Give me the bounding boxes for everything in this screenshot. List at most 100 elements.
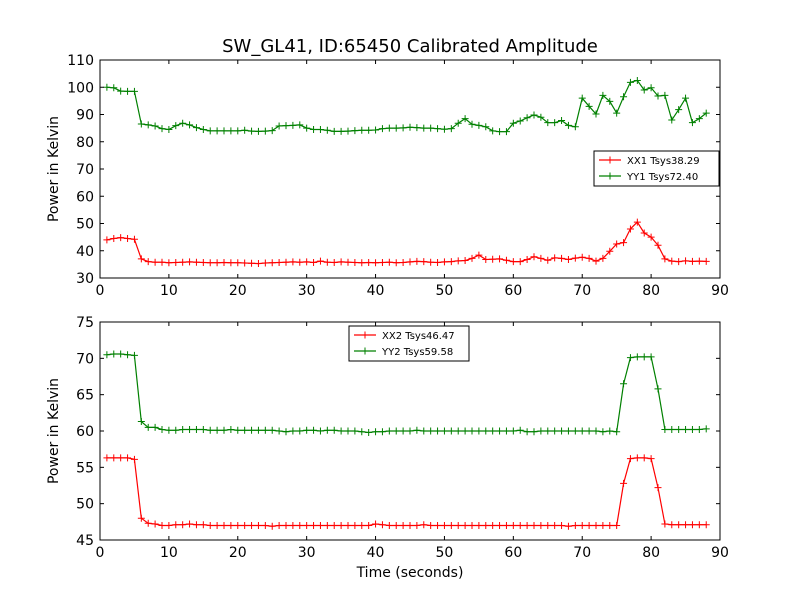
- data-point: [434, 521, 442, 529]
- data-point: [365, 521, 373, 529]
- data-point: [310, 426, 318, 434]
- data-point: [330, 426, 338, 434]
- data-point: [516, 117, 524, 125]
- data-point: [124, 234, 132, 242]
- data-point: [434, 258, 442, 266]
- data-point: [103, 351, 111, 359]
- data-point: [599, 428, 607, 436]
- data-point: [475, 121, 483, 129]
- data-point: [544, 119, 552, 127]
- data-point: [303, 521, 311, 529]
- data-point: [385, 124, 393, 132]
- data-point: [289, 121, 297, 129]
- data-point: [337, 258, 345, 266]
- data-point: [461, 427, 469, 435]
- data-point: [151, 258, 159, 266]
- data-point: [158, 125, 166, 133]
- data-point: [158, 258, 166, 266]
- data-point: [599, 91, 607, 99]
- data-point: [241, 521, 249, 529]
- data-point: [275, 122, 283, 130]
- data-point: [461, 115, 469, 123]
- data-point: [461, 257, 469, 265]
- data-point: [344, 258, 352, 266]
- data-point: [406, 427, 414, 435]
- data-point: [103, 236, 111, 244]
- data-point: [186, 258, 194, 266]
- data-point: [640, 229, 648, 237]
- data-point: [165, 521, 173, 529]
- data-point: [385, 521, 393, 529]
- x-tick-label: 80: [642, 545, 660, 561]
- data-point: [117, 350, 125, 358]
- data-point: [330, 258, 338, 266]
- data-point: [296, 521, 304, 529]
- data-point: [199, 426, 207, 434]
- y-tick-label: 110: [67, 53, 94, 69]
- data-point: [702, 257, 710, 265]
- data-point: [365, 126, 373, 134]
- y-tick-label: 70: [76, 351, 94, 367]
- data-point: [130, 351, 138, 359]
- data-point: [551, 119, 559, 127]
- data-point: [241, 426, 249, 434]
- data-point: [330, 127, 338, 135]
- data-point: [323, 521, 331, 529]
- y-tick-label: 70: [76, 162, 94, 178]
- data-point: [544, 521, 552, 529]
- data-point: [372, 259, 380, 267]
- data-point: [303, 124, 311, 132]
- data-point: [571, 123, 579, 131]
- data-point: [323, 126, 331, 134]
- y-tick-label: 60: [76, 189, 94, 205]
- data-point: [206, 127, 214, 135]
- y-tick-label: 50: [76, 497, 94, 513]
- data-point: [254, 426, 262, 434]
- legend-marker: [606, 156, 614, 164]
- data-point: [434, 125, 442, 133]
- data-point: [227, 521, 235, 529]
- data-point: [137, 255, 145, 263]
- data-point: [378, 428, 386, 436]
- data-point: [496, 255, 504, 263]
- data-point: [647, 353, 655, 361]
- bottom-plot: 0 10 20 30 40 50 60 70 80 90 45 50 55 60 65 70 75 Power i…: [46, 315, 729, 581]
- legend-label: XX2 Tsys46.47: [382, 331, 455, 342]
- data-point: [440, 427, 448, 435]
- data-point: [440, 258, 448, 266]
- data-point: [675, 106, 683, 114]
- x-tick-label: 30: [298, 545, 316, 561]
- data-point: [523, 521, 531, 529]
- data-point: [427, 521, 435, 529]
- data-point: [117, 87, 125, 95]
- data-point: [268, 522, 276, 530]
- data-point: [192, 124, 200, 132]
- data-point: [682, 521, 690, 529]
- x-tick-label: 40: [367, 545, 385, 561]
- data-point: [427, 258, 435, 266]
- data-point: [551, 521, 559, 529]
- data-point: [558, 521, 566, 529]
- data-point: [392, 124, 400, 132]
- data-point: [447, 521, 455, 529]
- data-point: [482, 255, 490, 263]
- legend-label: YY2 Tsys59.58: [381, 347, 453, 358]
- data-point: [654, 385, 662, 393]
- data-point: [144, 519, 152, 527]
- data-point: [475, 521, 483, 529]
- x-tick-label: 50: [436, 283, 454, 299]
- x-tick-label: 80: [642, 283, 660, 299]
- data-point: [199, 258, 207, 266]
- data-point: [144, 121, 152, 129]
- data-point: [186, 121, 194, 129]
- data-point: [654, 241, 662, 249]
- data-point: [516, 258, 524, 266]
- data-point: [626, 354, 634, 362]
- data-point: [620, 479, 628, 487]
- data-point: [124, 351, 132, 359]
- x-tick-label: 30: [298, 283, 316, 299]
- data-point: [502, 427, 510, 435]
- data-point: [310, 258, 318, 266]
- x-tick-label: 60: [504, 283, 522, 299]
